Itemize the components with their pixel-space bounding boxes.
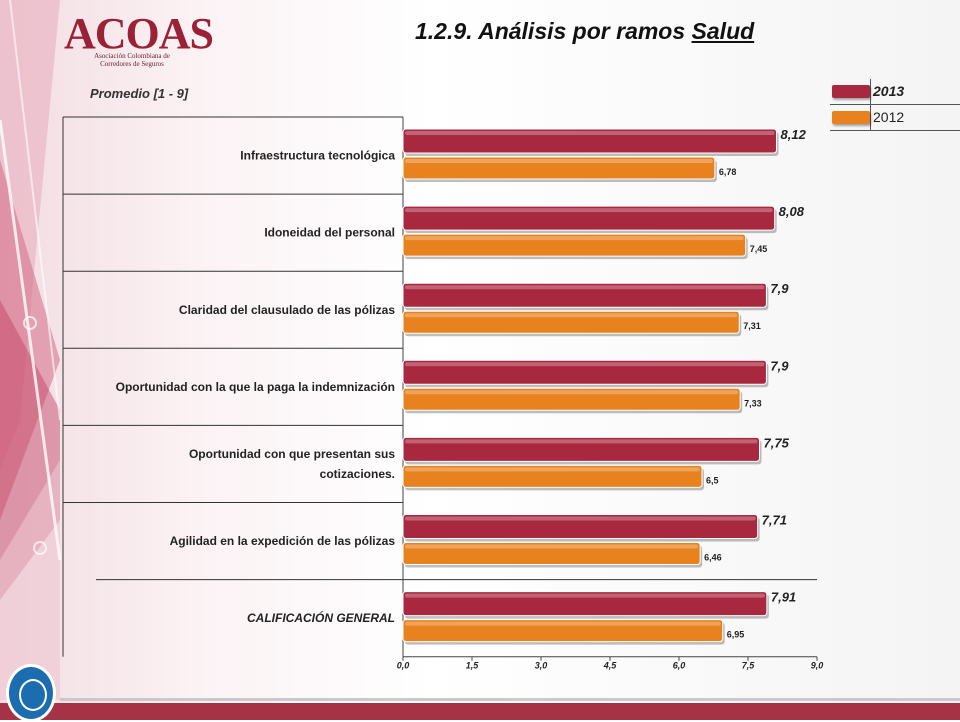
- bar-highlight: [405, 236, 744, 241]
- x-tick-label: 3,0: [535, 661, 548, 671]
- data-label-2013: 7,75: [764, 435, 790, 450]
- bar-highlight: [405, 390, 739, 395]
- data-label-2012: 6,46: [704, 553, 722, 563]
- bar-2012: [402, 233, 747, 257]
- logo-text: ACOAS: [64, 9, 214, 58]
- institution-seal-icon: [6, 664, 56, 722]
- bar-2013: [402, 282, 767, 308]
- bar-highlight: [405, 159, 713, 163]
- bar-2013: [402, 514, 759, 539]
- data-label-2012: 7,33: [744, 398, 762, 408]
- x-tick-label: 6,0: [673, 661, 686, 671]
- x-tick-label: 4,5: [603, 661, 618, 671]
- data-label-2012: 7,31: [743, 321, 761, 331]
- data-label-2012: 6,78: [719, 167, 737, 177]
- legend-label-2012: 2012: [873, 109, 905, 125]
- bar-2013: [402, 205, 776, 231]
- footer-band: [0, 703, 960, 720]
- legend-item-2012: 2012: [830, 105, 960, 131]
- legend-swatch-2013: [832, 85, 870, 98]
- data-label-2013: 8,08: [779, 204, 805, 219]
- category-label: Oportunidad con la que la paga la indemn…: [116, 380, 395, 394]
- bar-highlight: [405, 544, 699, 549]
- footer-line: [60, 698, 960, 701]
- category-label: Oportunidad con que presentan sus: [189, 447, 395, 461]
- category-label: Idoneidad del personal: [264, 226, 395, 240]
- x-tick-label: 9,0: [811, 661, 824, 671]
- x-tick-label: 7,5: [742, 661, 756, 671]
- bar-highlight: [405, 621, 721, 626]
- data-label-2013: 7,9: [770, 281, 789, 296]
- bar-highlight: [405, 516, 756, 521]
- legend-label-2013: 2013: [873, 83, 905, 99]
- x-tick-label: 0,0: [397, 661, 410, 671]
- bar-2012: [402, 619, 724, 643]
- category-label: cotizaciones.: [320, 467, 395, 481]
- bar-2013: [402, 591, 768, 617]
- bar-2012: [402, 464, 703, 488]
- legend-swatch-2012: [832, 111, 870, 124]
- bar-highlight: [405, 208, 773, 213]
- data-label-2012: 6,5: [706, 475, 719, 485]
- data-label-2013: 7,9: [770, 358, 789, 373]
- bar-2013: [402, 359, 767, 385]
- bar-highlight: [405, 285, 765, 290]
- bar-highlight: [405, 439, 758, 444]
- page-title-underlined: Salud: [691, 18, 755, 44]
- category-label: CALIFICACIÓN GENERAL: [247, 610, 395, 625]
- bar-2013: [402, 128, 778, 154]
- chart-subtitle: Promedio [1 - 9]: [90, 86, 189, 101]
- legend-item-2013: 2013: [830, 79, 960, 105]
- data-label-2013: 7,91: [771, 590, 796, 605]
- bar-2013: [402, 436, 760, 462]
- acoas-logo: ACOAS Asociación Colombiana de Corredore…: [62, 8, 222, 70]
- bar-2012: [402, 310, 740, 334]
- x-tick-label: 1,5: [466, 661, 480, 671]
- bar-2012: [402, 542, 701, 565]
- data-label-2012: 7,45: [750, 244, 768, 254]
- data-label-2012: 6,95: [727, 630, 745, 640]
- chart-legend: 2013 2012: [830, 79, 960, 131]
- bar-highlight: [405, 313, 738, 318]
- category-label: Claridad del clausulado de las pólizas: [179, 303, 395, 317]
- bar-highlight: [405, 362, 765, 367]
- data-label-2013: 7,71: [762, 513, 787, 528]
- bar-highlight: [405, 131, 775, 135]
- bar-highlight: [405, 593, 765, 598]
- page-title-prefix: 1.2.9. Análisis por ramos: [415, 18, 692, 44]
- bar-2012: [402, 387, 741, 411]
- bar-highlight: [405, 467, 700, 472]
- data-label-2013: 8,12: [781, 127, 807, 142]
- page-title: 1.2.9. Análisis por ramos Salud: [415, 18, 754, 45]
- category-label: Agilidad en la expedición de las pólizas: [170, 534, 396, 548]
- category-label: Infraestructura tecnológica: [240, 149, 395, 163]
- logo-subtitle: Asociación Colombiana de Corredores de S…: [94, 52, 170, 68]
- bar-2012: [402, 156, 716, 180]
